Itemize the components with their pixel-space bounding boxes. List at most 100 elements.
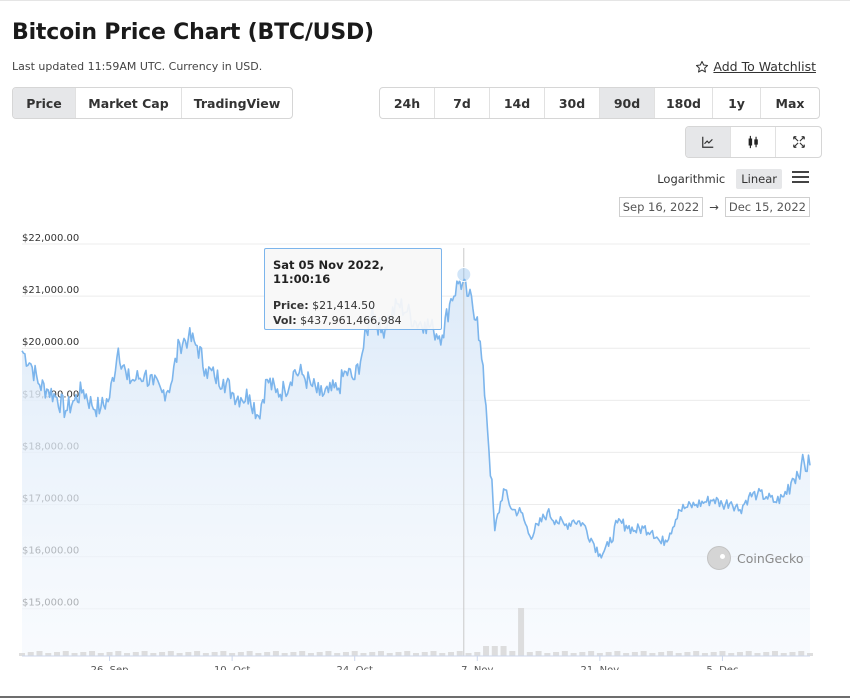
price-chart[interactable]: $22,000.00$21,000.00$20,000.00$19,000.00… — [0, 230, 850, 670]
coingecko-logo-icon — [707, 546, 731, 570]
volume-bar — [54, 652, 61, 656]
volume-bar — [807, 653, 813, 656]
volume-bar — [448, 652, 455, 656]
line-chart-button[interactable] — [686, 127, 731, 157]
volume-bar — [474, 652, 481, 656]
date-from-input[interactable]: Sep 16, 2022 — [618, 197, 704, 217]
scale-toggle: Logarithmic Linear — [652, 169, 782, 189]
volume-bar — [176, 653, 183, 656]
volume-bar — [658, 652, 665, 656]
y-tick-label: $21,000.00 — [22, 285, 79, 296]
volume-bar — [596, 653, 603, 656]
volume-bar — [544, 653, 551, 656]
expand-button[interactable] — [776, 127, 821, 157]
volume-bar — [719, 651, 726, 656]
volume-bar — [229, 653, 236, 656]
tooltip-vol-value: $437,961,466,984 — [300, 314, 402, 327]
volume-bar — [159, 652, 166, 656]
view-tabs: Price Market Cap TradingView — [12, 87, 293, 119]
logarithmic-option[interactable]: Logarithmic — [657, 172, 726, 186]
linear-option[interactable]: Linear — [736, 169, 782, 189]
volume-bar — [45, 653, 52, 656]
y-tick-label: $20,000.00 — [22, 337, 79, 348]
volume-bar — [307, 653, 314, 656]
x-tick-label: 5. Dec — [706, 665, 738, 670]
volume-bar — [185, 652, 192, 656]
volume-bar — [526, 652, 533, 656]
volume-bar — [132, 652, 139, 656]
line-chart-icon — [702, 136, 714, 148]
star-outline-icon — [696, 60, 709, 73]
candlestick-icon — [748, 135, 758, 149]
volume-bar — [80, 652, 87, 656]
date-to-input[interactable]: Dec 15, 2022 — [724, 197, 810, 217]
volume-bar — [89, 651, 96, 656]
volume-bar — [649, 653, 656, 656]
volume-bar — [614, 651, 621, 656]
volume-bar — [325, 651, 332, 656]
range-7d-button[interactable]: 7d — [435, 88, 490, 118]
volume-bar — [701, 653, 708, 656]
volume-bar — [465, 653, 472, 656]
x-tick-label: 10. Oct — [214, 665, 250, 670]
y-tick-label: $22,000.00 — [22, 233, 79, 244]
tooltip-price-value: $21,414.50 — [312, 299, 376, 312]
volume-bar — [202, 653, 209, 656]
volume-bar — [281, 653, 288, 656]
last-updated-text: Last updated 11:59AM UTC. Currency in US… — [12, 60, 263, 73]
volume-bar — [386, 653, 393, 656]
x-tick-label: 21. Nov — [581, 665, 620, 670]
range-14d-button[interactable]: 14d — [490, 88, 545, 118]
volume-bar — [780, 653, 787, 656]
volume-bar — [430, 651, 437, 656]
x-axis-labels: 26. Sep 10. Oct 24. Oct 7. Nov 21. Nov 5. Dec — [91, 656, 738, 670]
volume-bar — [710, 652, 717, 656]
add-to-watchlist-link[interactable]: Add To Watchlist — [695, 59, 816, 74]
coingecko-label: CoinGecko — [737, 550, 804, 566]
volume-bar — [413, 653, 419, 656]
range-90d-button[interactable]: 90d — [600, 88, 655, 118]
volume-bar — [360, 653, 367, 656]
volume-bar — [684, 652, 691, 656]
range-1y-button[interactable]: 1y — [713, 88, 761, 118]
expand-icon — [792, 136, 805, 148]
x-tick-label: 7. Nov — [461, 665, 493, 670]
price-area — [22, 279, 810, 656]
volume-bar — [211, 652, 218, 656]
volume-bar — [272, 651, 279, 656]
tooltip-price-label: Price: — [273, 299, 309, 312]
volume-bar — [334, 653, 341, 656]
volume-bar — [220, 651, 227, 656]
candlestick-button[interactable] — [731, 127, 776, 157]
date-range-arrow: → — [709, 200, 719, 214]
volume-bar — [509, 651, 516, 656]
range-30d-button[interactable]: 30d — [545, 88, 600, 118]
tab-market-cap[interactable]: Market Cap — [76, 88, 182, 118]
hamburger-menu-icon[interactable] — [792, 171, 809, 185]
range-max-button[interactable]: Max — [775, 95, 805, 111]
time-range-tabs: 24h 7d 14d 30d 90d 180d 1y Max — [379, 87, 820, 119]
volume-bar — [754, 653, 761, 656]
volume-bar — [36, 651, 43, 656]
volume-bar — [342, 652, 349, 656]
volume-bar — [264, 652, 271, 656]
tab-price[interactable]: Price — [13, 88, 76, 118]
volume-bar — [106, 652, 113, 656]
volume-bar — [491, 646, 498, 656]
volume-bar — [246, 651, 253, 656]
tab-tradingview[interactable]: TradingView — [193, 95, 281, 111]
tooltip-vol-label: Vol: — [273, 314, 297, 327]
volume-bar — [693, 651, 700, 656]
page-title: Bitcoin Price Chart (BTC/USD) — [12, 20, 374, 45]
range-24h-button[interactable]: 24h — [380, 88, 435, 118]
volume-bar — [588, 651, 595, 656]
volume-bar — [561, 651, 568, 656]
x-tick-label: 26. Sep — [91, 665, 129, 670]
volume-bar — [395, 652, 402, 656]
coingecko-credit[interactable]: CoinGecko — [707, 546, 803, 570]
volume-bar — [623, 653, 630, 656]
volume-bar — [255, 653, 262, 656]
volume-bar — [290, 652, 297, 656]
range-180d-button[interactable]: 180d — [655, 88, 713, 118]
